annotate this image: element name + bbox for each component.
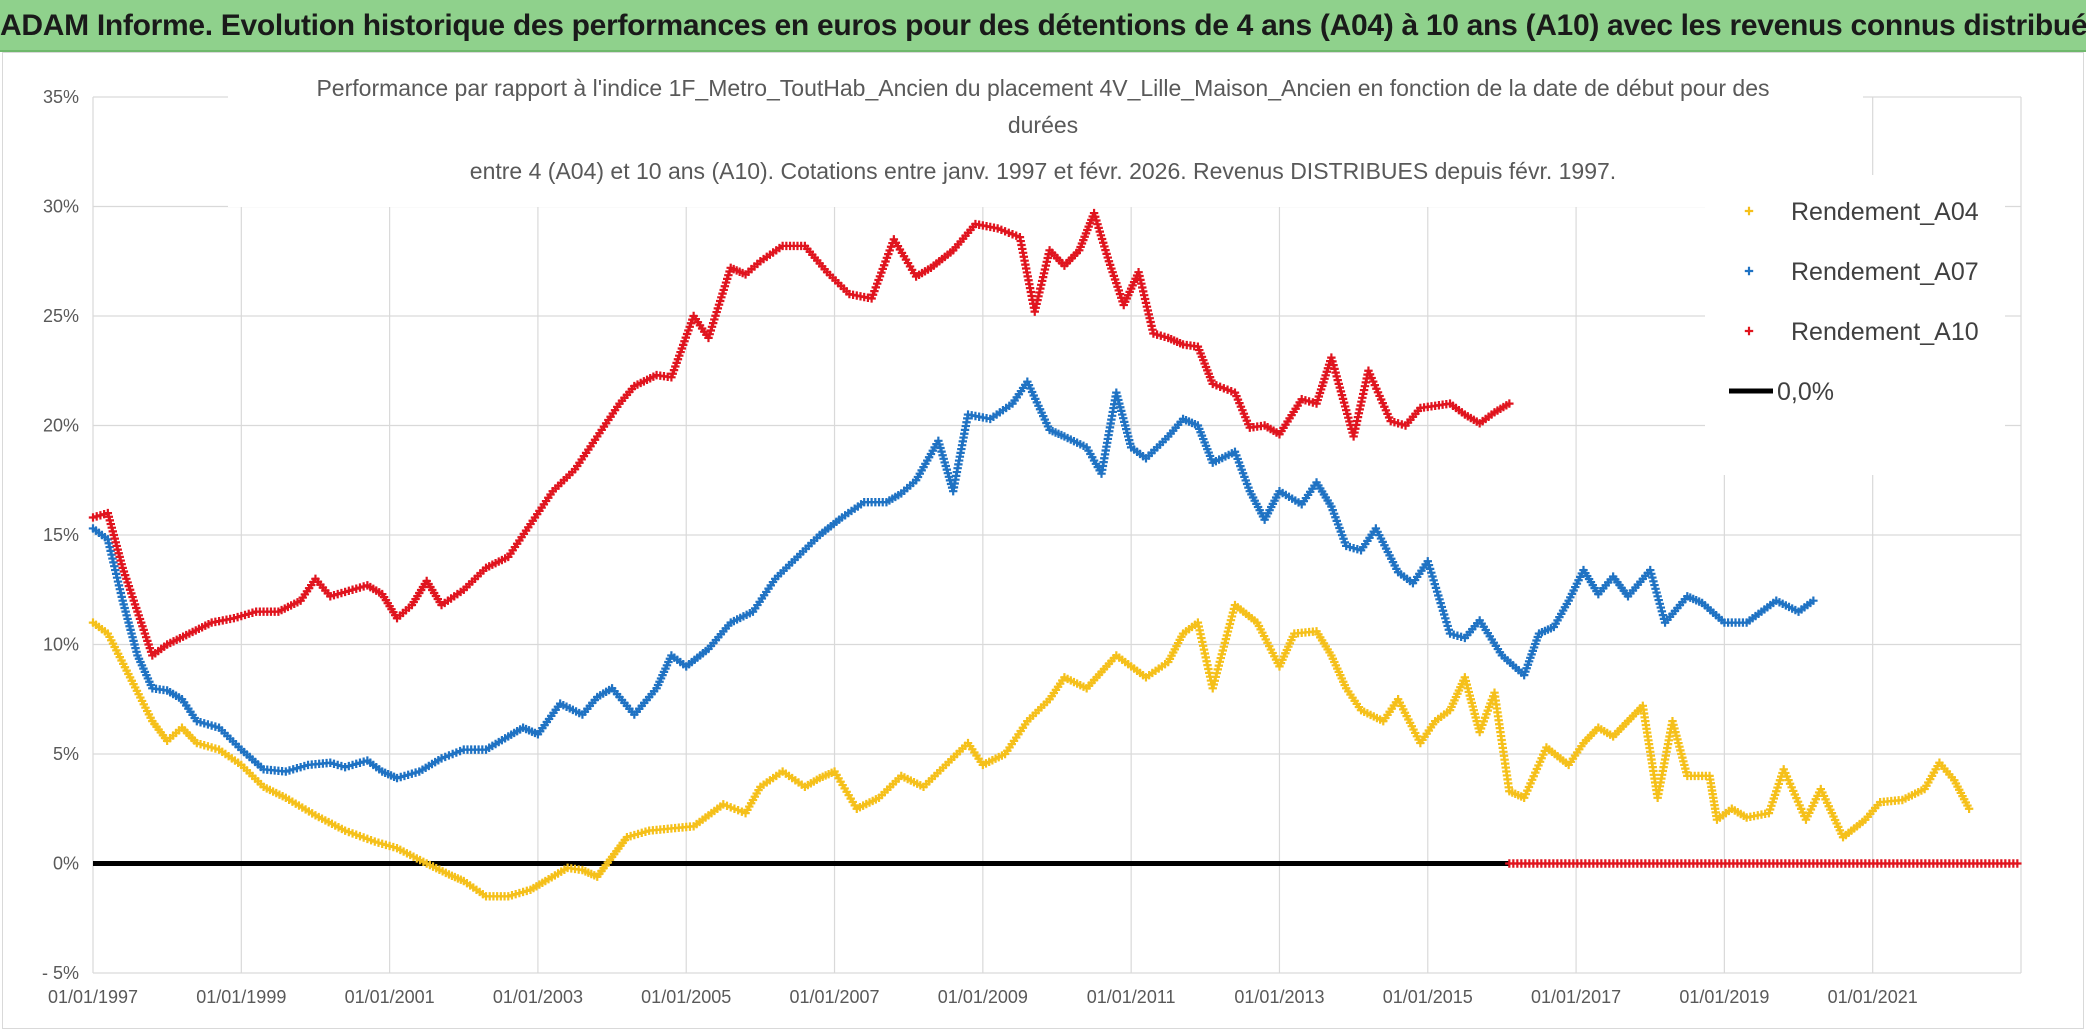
series-rendement_a10 [88,208,2022,868]
page-title: ADAM Informe. Evolution historique des p… [0,9,2086,42]
data-point [1809,596,1818,605]
legend-item: Rendement_A07 [1744,258,1979,286]
legend-item: Rendement_A10 [1744,318,1979,346]
x-tick-label: 01/01/2017 [1531,987,1621,1007]
y-tick-label: 20% [43,416,79,436]
x-tick-label: 01/01/1999 [196,987,286,1007]
y-tick-label: 30% [43,197,79,217]
x-tick-label: 01/01/2005 [641,987,731,1007]
series-rendement_a04 [88,600,1974,901]
chart-title-line: durées [1008,112,1078,138]
series-rendement_a07 [88,377,1818,783]
legend-item: 0,0% [1729,378,1834,406]
data-point [1744,326,1754,336]
legend: Rendement_A04 Rendement_A07 Rendement_A10 0… [1705,175,2005,475]
y-tick-label: 25% [43,306,79,326]
x-tick-label: 01/01/2015 [1383,987,1473,1007]
y-tick-label: 5% [53,744,79,764]
y-tick-label: 35% [43,87,79,107]
x-tick-label: 01/01/2011 [1087,987,1176,1007]
x-axis: 01/01/1997 01/01/1999 01/01/2001 01/01/2003… [48,987,1918,1007]
y-tick-label: 15% [43,525,79,545]
chart-title: Performance par rapport à l'indice 1F_Me… [228,59,1863,207]
data-point [1744,266,1754,276]
header-banner: ADAM Informe. Evolution historique des p… [0,0,2086,52]
y-tick-label: - 5% [42,963,79,983]
x-tick-label: 01/01/2003 [493,987,583,1007]
legend-label: Rendement_A04 [1791,198,1979,226]
data-point [1744,206,1754,216]
x-tick-label: 01/01/2001 [345,987,435,1007]
data-point [1505,399,1514,408]
legend-label: Rendement_A07 [1791,258,1979,286]
legend-label: Rendement_A10 [1791,318,1979,346]
data-point [2013,859,2022,868]
x-tick-label: 01/01/2007 [789,987,879,1007]
y-tick-label: 10% [43,635,79,655]
y-axis: - 5% 0% 5% 10% 15% 20% 25% 30% 35% [42,87,79,983]
title-background [228,59,1863,207]
x-tick-label: 01/01/2009 [938,987,1028,1007]
legend-label: 0,0% [1777,378,1834,406]
chart-svg: Performance par rapport à l'indice 1F_Me… [42,59,2022,1007]
plot-series [88,208,2022,901]
legend-background [1705,175,2005,475]
y-tick-label: 0% [53,854,79,874]
chart-title-line: Performance par rapport à l'indice 1F_Me… [316,75,1769,101]
data-point [1964,804,1974,813]
x-tick-label: 01/01/1997 [48,987,138,1007]
x-tick-label: 01/01/2019 [1679,987,1769,1007]
chart-title-line: entre 4 (A04) et 10 ans (A10). Cotations… [470,158,1616,184]
x-tick-label: 01/01/2013 [1234,987,1324,1007]
x-tick-label: 01/01/2021 [1828,987,1918,1007]
chart-area: Performance par rapport à l'indice 1F_Me… [2,52,2084,1029]
legend-item: Rendement_A04 [1744,198,1979,226]
